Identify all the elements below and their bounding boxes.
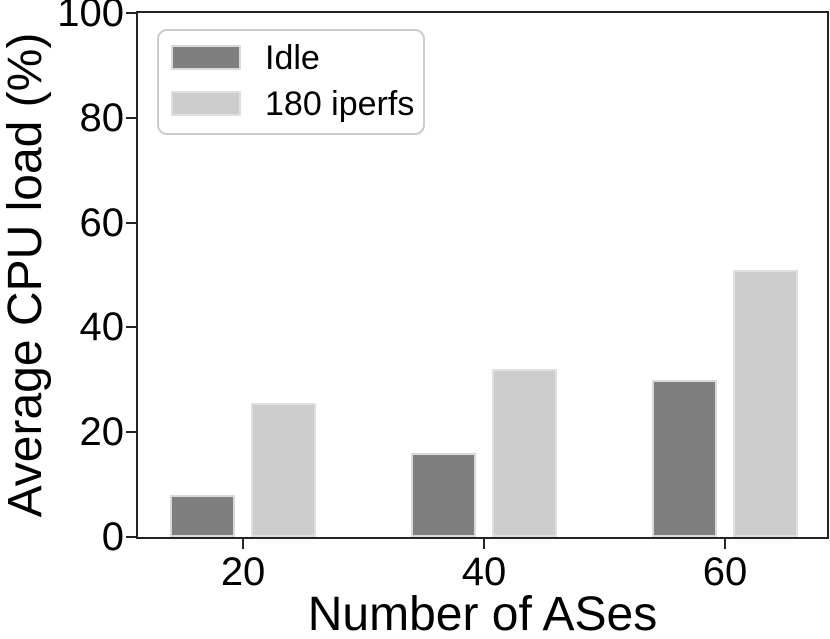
x-tick-label-40: 40	[461, 550, 507, 594]
legend-label-180-iperfs: 180 iperfs	[265, 84, 415, 123]
y-tick-label-80: 80	[79, 95, 125, 140]
legend-row-180-iperfs: 180 iperfs	[171, 87, 414, 121]
y-tick-label-20: 20	[79, 410, 125, 455]
y-tick-label-100: 100	[57, 0, 124, 35]
y-tick-mark-60	[126, 221, 136, 224]
legend-row-idle: Idle	[171, 41, 411, 75]
x-tick-label-60: 60	[702, 550, 748, 594]
x-tick-label-20: 20	[220, 550, 266, 594]
y-tick-label-40: 40	[79, 305, 125, 350]
x-tick-mark-40	[483, 539, 486, 549]
plot-area	[136, 11, 829, 539]
legend: Idle 180 iperfs	[157, 29, 425, 135]
bar-180-iperfs-60	[732, 269, 798, 537]
y-tick-mark-100	[126, 12, 136, 14]
legend-label-idle: Idle	[265, 38, 320, 77]
legend-swatch-idle	[171, 45, 241, 70]
y-tick-mark-0	[126, 536, 136, 538]
x-tick-mark-20	[242, 539, 245, 549]
bar-idle-40	[411, 453, 477, 537]
legend-swatch-180-iperfs	[171, 91, 241, 116]
y-tick-mark-40	[126, 326, 136, 329]
bar-idle-20	[170, 495, 236, 537]
bar-idle-60	[651, 379, 717, 537]
x-tick-mark-60	[723, 539, 726, 549]
bar-180-iperfs-20	[251, 403, 317, 537]
y-tick-label-60: 60	[79, 200, 125, 245]
y-tick-mark-80	[126, 116, 136, 119]
bar-180-iperfs-40	[492, 369, 558, 537]
y-tick-label-0: 0	[101, 515, 124, 559]
y-tick-mark-20	[126, 431, 136, 434]
x-axis-label: Number of ASes	[307, 588, 658, 639]
